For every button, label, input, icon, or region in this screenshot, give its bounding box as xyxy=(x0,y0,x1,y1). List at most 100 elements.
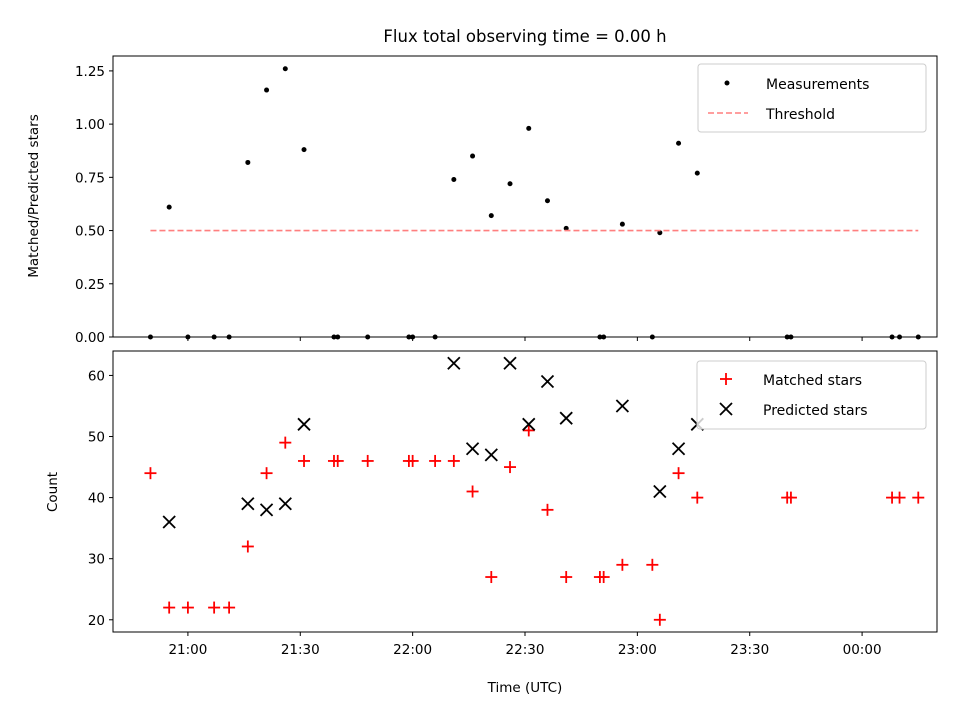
matched-stars-point xyxy=(361,454,374,467)
matched-stars-point xyxy=(485,571,498,584)
top-y-tick-label: 0.75 xyxy=(75,170,105,186)
x-stroke-b xyxy=(484,448,498,462)
x-stroke-b xyxy=(540,374,555,389)
predicted-stars-point xyxy=(671,442,686,456)
top-y-tick-label: 0.50 xyxy=(75,224,105,240)
measurements-point xyxy=(301,147,307,153)
predicted-stars-point xyxy=(278,497,292,511)
matched-stars-point xyxy=(223,601,236,614)
measurements-point xyxy=(526,125,532,131)
legend-predicted-marker xyxy=(719,402,733,416)
matched-stars-point xyxy=(646,558,659,571)
top-y-tick-label: 1.25 xyxy=(75,64,105,80)
matched-stars-point xyxy=(447,454,460,467)
matched-stars-point xyxy=(466,485,479,498)
predicted-stars-point xyxy=(241,497,255,511)
x-stroke-b xyxy=(671,442,686,456)
measurements-point xyxy=(657,230,663,236)
bottom-x-tick-label: 00:00 xyxy=(843,642,882,658)
predicted-stars-point xyxy=(653,484,667,499)
matched-stars-point xyxy=(784,491,797,504)
measurements-point xyxy=(470,153,476,159)
top-chart-title: Flux total observing time = 0.00 h xyxy=(383,27,666,46)
x-stroke-b xyxy=(465,442,480,456)
matched-stars-point xyxy=(522,424,535,437)
measurements-point xyxy=(544,198,550,204)
predicted-stars-point xyxy=(297,417,311,431)
predicted-stars-point xyxy=(484,448,498,462)
bottom-y-tick-label: 50 xyxy=(88,430,105,446)
predicted-stars-point xyxy=(503,356,517,370)
measurements-point xyxy=(282,66,288,72)
top-y-tick-label: 0.00 xyxy=(75,330,105,346)
bottom-axes-frame xyxy=(112,350,938,633)
x-stroke-b xyxy=(615,399,630,413)
predicted-stars-point xyxy=(259,503,274,517)
x-stroke-b xyxy=(241,497,255,511)
top-y-tick-label: 1.00 xyxy=(75,117,105,133)
predicted-stars-point xyxy=(615,399,630,413)
matched-stars-point xyxy=(653,613,666,626)
matched-stars-point xyxy=(279,436,292,449)
matched-stars-point xyxy=(672,467,685,480)
top-axes-frame xyxy=(112,55,938,338)
measurements-point xyxy=(451,176,457,182)
predicted-stars-point xyxy=(465,442,480,456)
bottom-x-tick-label: 22:00 xyxy=(393,642,432,658)
matched-stars-point xyxy=(504,461,517,474)
legend-measurements-label: Measurements xyxy=(766,77,869,93)
top-plot-area: 0.00 0.25 0.50 0.75 1.00 1.25 xyxy=(75,55,938,346)
matched-stars-point xyxy=(331,454,344,467)
bottom-y-tick-label: 60 xyxy=(88,368,105,384)
matched-stars-point xyxy=(912,491,925,504)
x-stroke-b xyxy=(653,484,667,499)
bottom-x-tick-label: 23:00 xyxy=(618,642,657,658)
bottom-y-axis-label: Count xyxy=(45,472,61,512)
matched-stars-point xyxy=(429,454,442,467)
measurements-point xyxy=(676,140,682,146)
bottom-x-tick-label: 21:30 xyxy=(281,642,320,658)
matched-stars-point xyxy=(406,454,419,467)
bottom-legend: Matched stars Predicted stars xyxy=(696,360,927,430)
matched-stars-point xyxy=(163,601,176,614)
x-stroke-b xyxy=(503,356,517,370)
x-stroke-b xyxy=(278,497,292,511)
x-stroke-b xyxy=(297,417,311,431)
matched-stars-point xyxy=(181,601,194,614)
top-y-axis-label: Matched/Predicted stars xyxy=(26,114,42,277)
legend-predicted-label: Predicted stars xyxy=(763,403,868,419)
matched-stars-point xyxy=(597,571,610,584)
measurements-point xyxy=(488,213,494,219)
bottom-x-tick-label: 22:30 xyxy=(506,642,545,658)
x-stroke-b xyxy=(162,515,176,529)
measurements-point xyxy=(619,221,625,227)
measurements-point xyxy=(694,170,700,176)
legend-matched-marker xyxy=(720,373,732,385)
x-stroke-b xyxy=(259,503,274,517)
matched-stars-point xyxy=(893,491,906,504)
bottom-plot-area: 20 30 40 50 60 21:00 21:30 22:00 22:30 23:00 23:30… xyxy=(88,350,938,658)
measurements-point xyxy=(245,159,251,165)
measurements-point xyxy=(507,181,513,187)
x-stroke-b xyxy=(447,356,461,370)
matched-stars-point xyxy=(298,454,311,467)
legend-matched-label: Matched stars xyxy=(763,373,862,389)
matched-stars-point xyxy=(208,601,221,614)
bottom-legend-frame xyxy=(696,360,927,430)
bottom-x-tick-label: 23:30 xyxy=(730,642,769,658)
top-y-tick-label: 0.25 xyxy=(75,277,105,293)
matched-stars-point xyxy=(616,558,629,571)
matched-stars-point xyxy=(260,467,273,480)
top-legend-frame xyxy=(697,63,927,133)
predicted-stars-point xyxy=(522,417,536,431)
matched-stars-point xyxy=(241,540,254,553)
legend-threshold-label: Threshold xyxy=(765,107,835,123)
measurements-point xyxy=(264,87,270,93)
predicted-stars-point xyxy=(559,411,573,425)
bottom-y-tick-label: 20 xyxy=(88,613,105,629)
measurements-point xyxy=(563,225,569,231)
matched-stars-point xyxy=(560,571,573,584)
predicted-stars-point xyxy=(162,515,176,529)
matched-stars-point xyxy=(144,467,157,480)
